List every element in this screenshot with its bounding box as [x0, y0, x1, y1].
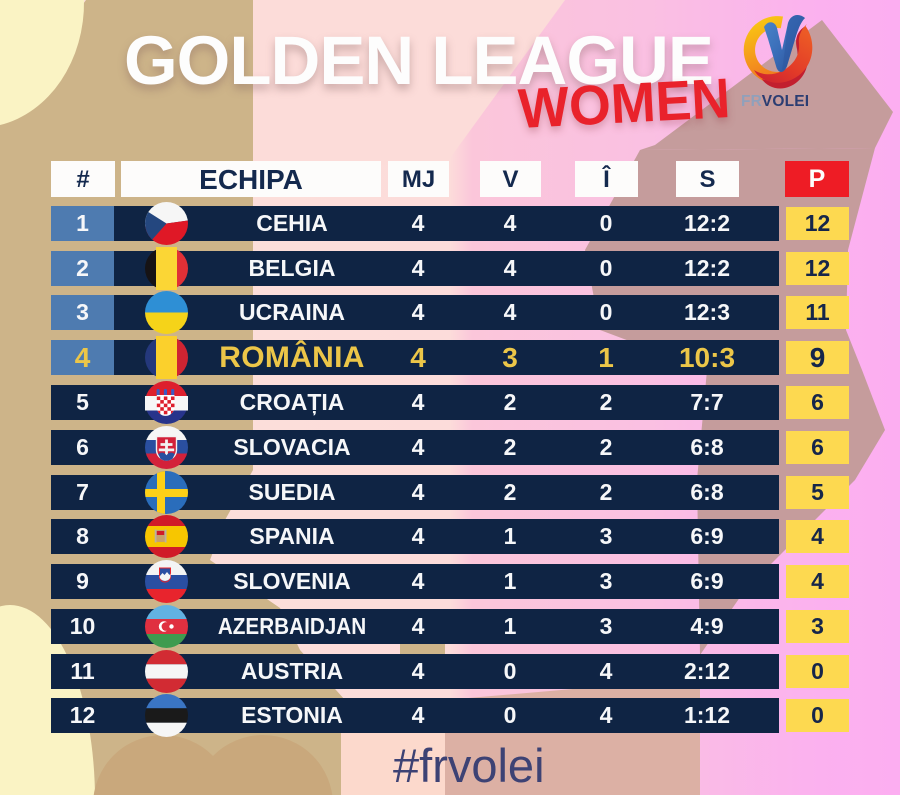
svg-text:FRVOLEI: FRVOLEI	[741, 93, 809, 110]
